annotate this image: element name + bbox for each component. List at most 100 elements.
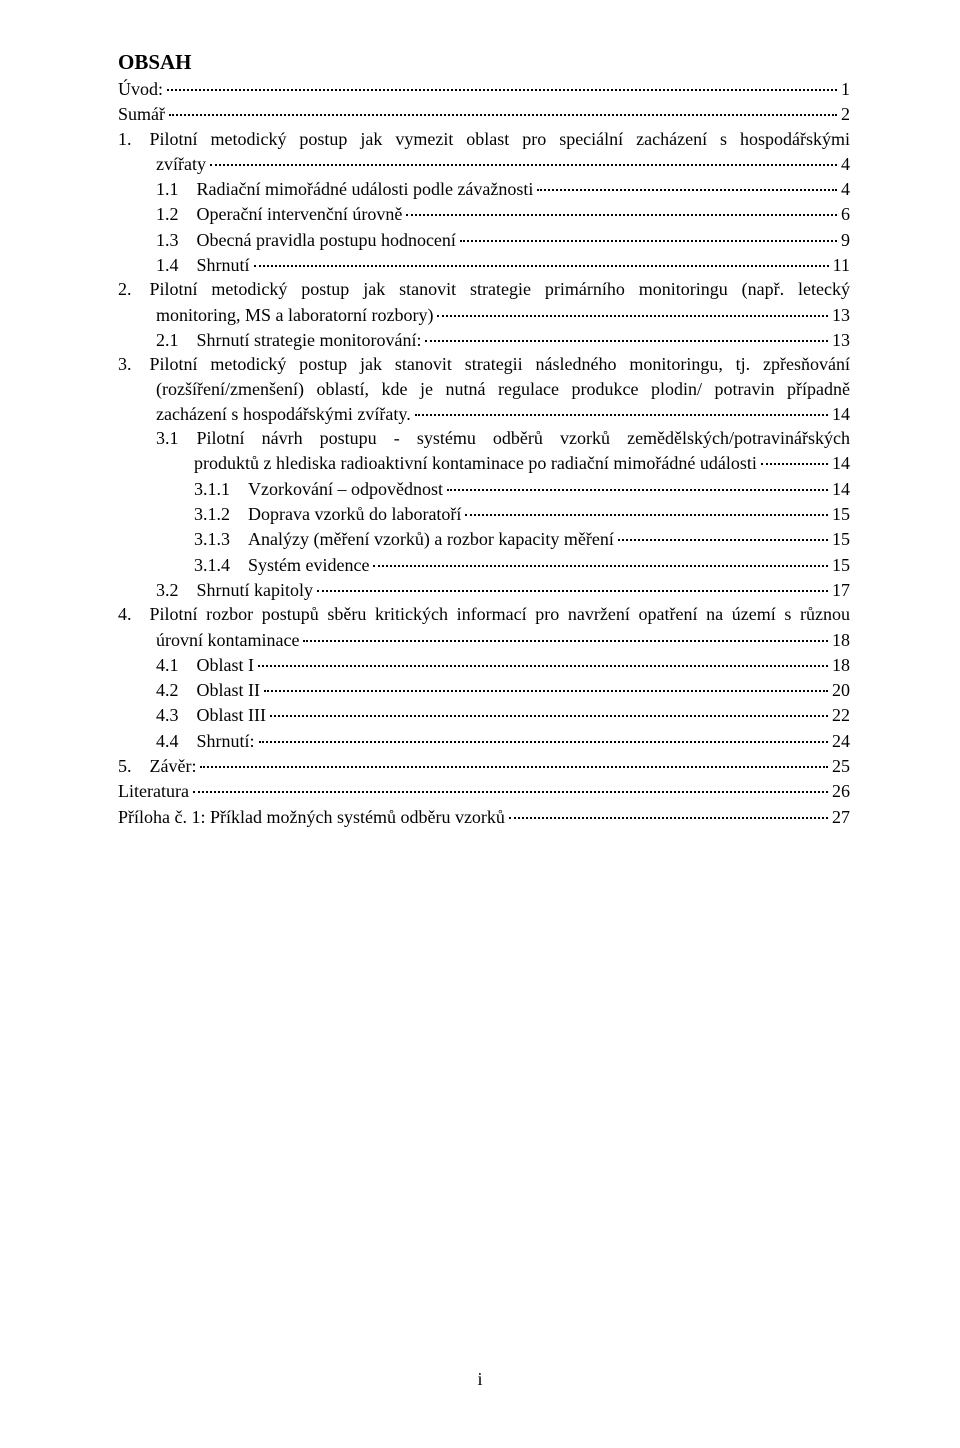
- toc-label: 2.: [118, 277, 150, 301]
- toc-text: Oblast III: [197, 703, 266, 727]
- table-of-contents: Úvod:1Sumář21. Pilotní metodický postup …: [118, 77, 850, 829]
- toc-page-number: 15: [832, 527, 850, 551]
- toc-leader-dots: [264, 676, 828, 692]
- toc-label: 3.2: [118, 578, 197, 602]
- toc-heading: OBSAH: [118, 50, 850, 75]
- toc-text: Analýzy (měření vzorků) a rozbor kapacit…: [248, 527, 614, 551]
- toc-text: Shrnutí:: [197, 729, 255, 753]
- toc-leader-dots: [169, 100, 837, 116]
- toc-label: 3.1.3: [118, 527, 248, 551]
- toc-label: 4.2: [118, 678, 197, 702]
- toc-entry: 4.1 Oblast I18: [118, 653, 850, 677]
- toc-leader-dots: [167, 75, 837, 91]
- toc-entry-line: (rozšíření/zmenšení) oblastí, kde je nut…: [118, 377, 850, 401]
- toc-leader-dots: [303, 625, 828, 641]
- toc-leader-dots: [437, 300, 828, 316]
- toc-page-number: 4: [841, 177, 850, 201]
- toc-page-number: 14: [832, 402, 850, 426]
- toc-leader-dots: [460, 225, 837, 241]
- toc-text: Vzorkování – odpovědnost: [248, 477, 443, 501]
- toc-text: Radiační mimořádné události podle závažn…: [197, 177, 534, 201]
- toc-leader-dots: [270, 701, 828, 717]
- toc-page-number: 24: [832, 729, 850, 753]
- toc-leader-dots: [259, 726, 828, 742]
- toc-leader-dots: [761, 449, 828, 465]
- toc-entry: 3.1.1 Vzorkování – odpovědnost14: [118, 477, 850, 501]
- toc-label: 1.2: [118, 202, 197, 226]
- toc-label: 3.1.2: [118, 502, 248, 526]
- toc-page-number: 14: [832, 451, 850, 475]
- toc-text: Shrnutí kapitoly: [197, 578, 314, 602]
- toc-text: Závěr:: [150, 754, 197, 778]
- toc-page-number: 2: [841, 102, 850, 126]
- toc-text: Pilotní návrh postupu - systému odběrů v…: [197, 426, 851, 450]
- toc-leader-dots: [447, 474, 828, 490]
- toc-text: Pilotní rozbor postupů sběru kritických …: [150, 602, 851, 626]
- toc-page-number: 25: [832, 754, 850, 778]
- page-number: i: [0, 1369, 960, 1390]
- toc-page-number: 13: [832, 303, 850, 327]
- toc-leader-dots: [537, 175, 837, 191]
- toc-label: 3.: [118, 352, 150, 376]
- toc-text: Shrnutí: [197, 253, 250, 277]
- toc-leader-dots: [317, 576, 828, 592]
- toc-entry: 3.2 Shrnutí kapitoly 17: [118, 578, 850, 602]
- toc-entry: 3.1.2 Doprava vzorků do laboratoří15: [118, 502, 850, 526]
- toc-entry: Sumář 2: [118, 102, 850, 126]
- toc-text: produktů z hlediska radioaktivní kontami…: [194, 451, 757, 475]
- toc-page-number: 18: [832, 653, 850, 677]
- toc-entry: Literatura 26: [118, 779, 850, 803]
- toc-entry: Úvod:1: [118, 77, 850, 101]
- toc-text: zvířaty: [156, 152, 206, 176]
- toc-entry: Příloha č. 1: Příklad možných systémů od…: [118, 805, 850, 829]
- toc-label: 1.4: [118, 253, 197, 277]
- toc-leader-dots: [258, 650, 828, 666]
- toc-label: Literatura: [118, 779, 189, 803]
- toc-label: 1.1: [118, 177, 197, 201]
- toc-leader-dots: [373, 550, 828, 566]
- toc-entry: 1.1 Radiační mimořádné události podle zá…: [118, 177, 850, 201]
- toc-entry-line: 2. Pilotní metodický postup jak stanovit…: [118, 277, 850, 301]
- toc-page-number: 14: [832, 477, 850, 501]
- toc-text: Doprava vzorků do laboratoří: [248, 502, 461, 526]
- toc-leader-dots: [415, 399, 828, 415]
- toc-entry: 2.1 Shrnutí strategie monitorování:13: [118, 328, 850, 352]
- toc-page-number: 15: [832, 553, 850, 577]
- toc-entry: 1.4 Shrnutí11: [118, 253, 850, 277]
- toc-leader-dots: [425, 326, 828, 342]
- toc-text: Oblast II: [197, 678, 260, 702]
- toc-entry: monitoring, MS a laboratorní rozbory) 13: [118, 303, 850, 327]
- toc-text: Pilotní metodický postup jak vymezit obl…: [150, 127, 851, 151]
- toc-leader-dots: [193, 777, 828, 793]
- toc-label: Sumář: [118, 102, 165, 126]
- toc-text: Obecná pravidla postupu hodnocení: [197, 228, 456, 252]
- toc-entry-line: 3. Pilotní metodický postup jak stanovit…: [118, 352, 850, 376]
- toc-label: Příloha č. 1: Příklad možných systémů od…: [118, 805, 505, 829]
- toc-label: 5.: [118, 754, 150, 778]
- toc-leader-dots: [406, 200, 837, 216]
- toc-entry: 3.1.3 Analýzy (měření vzorků) a rozbor k…: [118, 527, 850, 551]
- toc-page-number: 1: [841, 77, 850, 101]
- toc-leader-dots: [254, 251, 829, 267]
- toc-entry: 5. Závěr: 25: [118, 754, 850, 778]
- toc-text: Operační intervenční úrovně: [197, 202, 403, 226]
- toc-leader-dots: [509, 802, 828, 818]
- toc-label: 2.1: [118, 328, 197, 352]
- toc-leader-dots: [200, 752, 828, 768]
- toc-leader-dots: [465, 500, 828, 516]
- toc-label: 3.1.4: [118, 553, 248, 577]
- toc-page-number: 26: [832, 779, 850, 803]
- toc-entry-line: 4. Pilotní rozbor postupů sběru kritický…: [118, 602, 850, 626]
- toc-label: 1.3: [118, 228, 197, 252]
- toc-entry: 4.3 Oblast III22: [118, 703, 850, 727]
- toc-label: 4.3: [118, 703, 197, 727]
- toc-entry: 4.4 Shrnutí: 24: [118, 729, 850, 753]
- toc-page-number: 9: [841, 228, 850, 252]
- toc-text: monitoring, MS a laboratorní rozbory): [156, 303, 433, 327]
- toc-label: 4.4: [118, 729, 197, 753]
- toc-text: Systém evidence: [248, 553, 369, 577]
- toc-text: Pilotní metodický postup jak stanovit st…: [150, 277, 851, 301]
- toc-text: Shrnutí strategie monitorování:: [197, 328, 422, 352]
- toc-page-number: 17: [832, 578, 850, 602]
- toc-page-number: 27: [832, 805, 850, 829]
